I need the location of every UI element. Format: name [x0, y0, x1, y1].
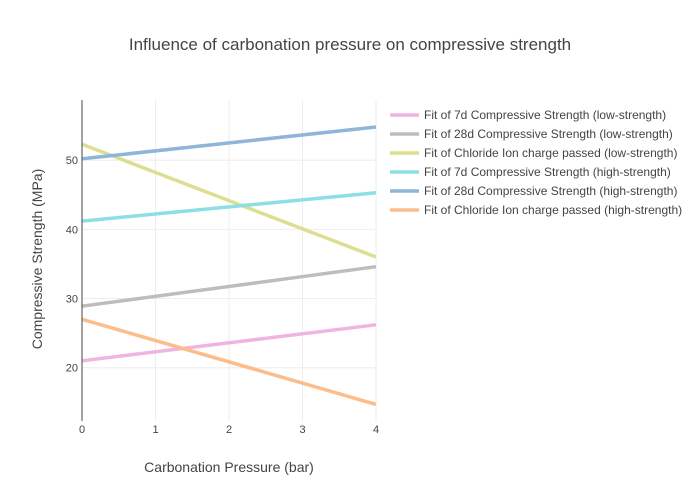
series-line-6: [81, 317, 377, 407]
x-axis-title: Carbonation Pressure (bar): [144, 459, 314, 475]
legend-label: Fit of Chloride Ion charge passed (high-…: [424, 203, 682, 217]
legend-label: Fit of 28d Compressive Strength (low-str…: [424, 127, 673, 141]
chart-title: Influence of carbonation pressure on com…: [129, 35, 571, 54]
legend-item-2[interactable]: Fit of 28d Compressive Strength (low-str…: [390, 127, 673, 141]
series-line-4: [81, 190, 377, 223]
plot-lines: [81, 125, 377, 407]
series-line-3: [81, 142, 377, 259]
x-tick-label: 2: [226, 424, 232, 436]
y-tick-label: 30: [66, 294, 78, 306]
legend-item-3[interactable]: Fit of Chloride Ion charge passed (low-s…: [390, 146, 677, 160]
y-tick-label: 50: [66, 155, 78, 167]
grid: [82, 100, 377, 421]
legend-item-6[interactable]: Fit of Chloride Ion charge passed (high-…: [390, 203, 682, 217]
x-tick-label: 1: [152, 424, 158, 436]
y-tick-label: 40: [66, 224, 78, 236]
legend-item-1[interactable]: Fit of 7d Compressive Strength (low-stre…: [390, 108, 666, 122]
series-line-2: [81, 264, 377, 308]
y-tick-label: 20: [66, 363, 78, 375]
legend-label: Fit of Chloride Ion charge passed (low-s…: [424, 146, 677, 160]
x-tick-labels: 0 1 2 3 4: [79, 424, 379, 436]
x-tick-label: 3: [299, 424, 305, 436]
y-tick-labels: 20 30 40 50: [66, 155, 78, 375]
legend-label: Fit of 28d Compressive Strength (high-st…: [424, 184, 677, 198]
legend-label: Fit of 7d Compressive Strength (low-stre…: [424, 108, 666, 122]
legend-label: Fit of 7d Compressive Strength (high-str…: [424, 165, 671, 179]
series-line-5: [81, 125, 377, 161]
series-line-1: [81, 323, 377, 363]
legend-item-5[interactable]: Fit of 28d Compressive Strength (high-st…: [390, 184, 677, 198]
x-tick-label: 0: [79, 424, 85, 436]
legend-item-4[interactable]: Fit of 7d Compressive Strength (high-str…: [390, 165, 671, 179]
legend[interactable]: Fit of 7d Compressive Strength (low-stre…: [390, 108, 682, 217]
y-axis-title: Compressive Strength (MPa): [29, 169, 45, 350]
x-tick-label: 4: [373, 424, 379, 436]
